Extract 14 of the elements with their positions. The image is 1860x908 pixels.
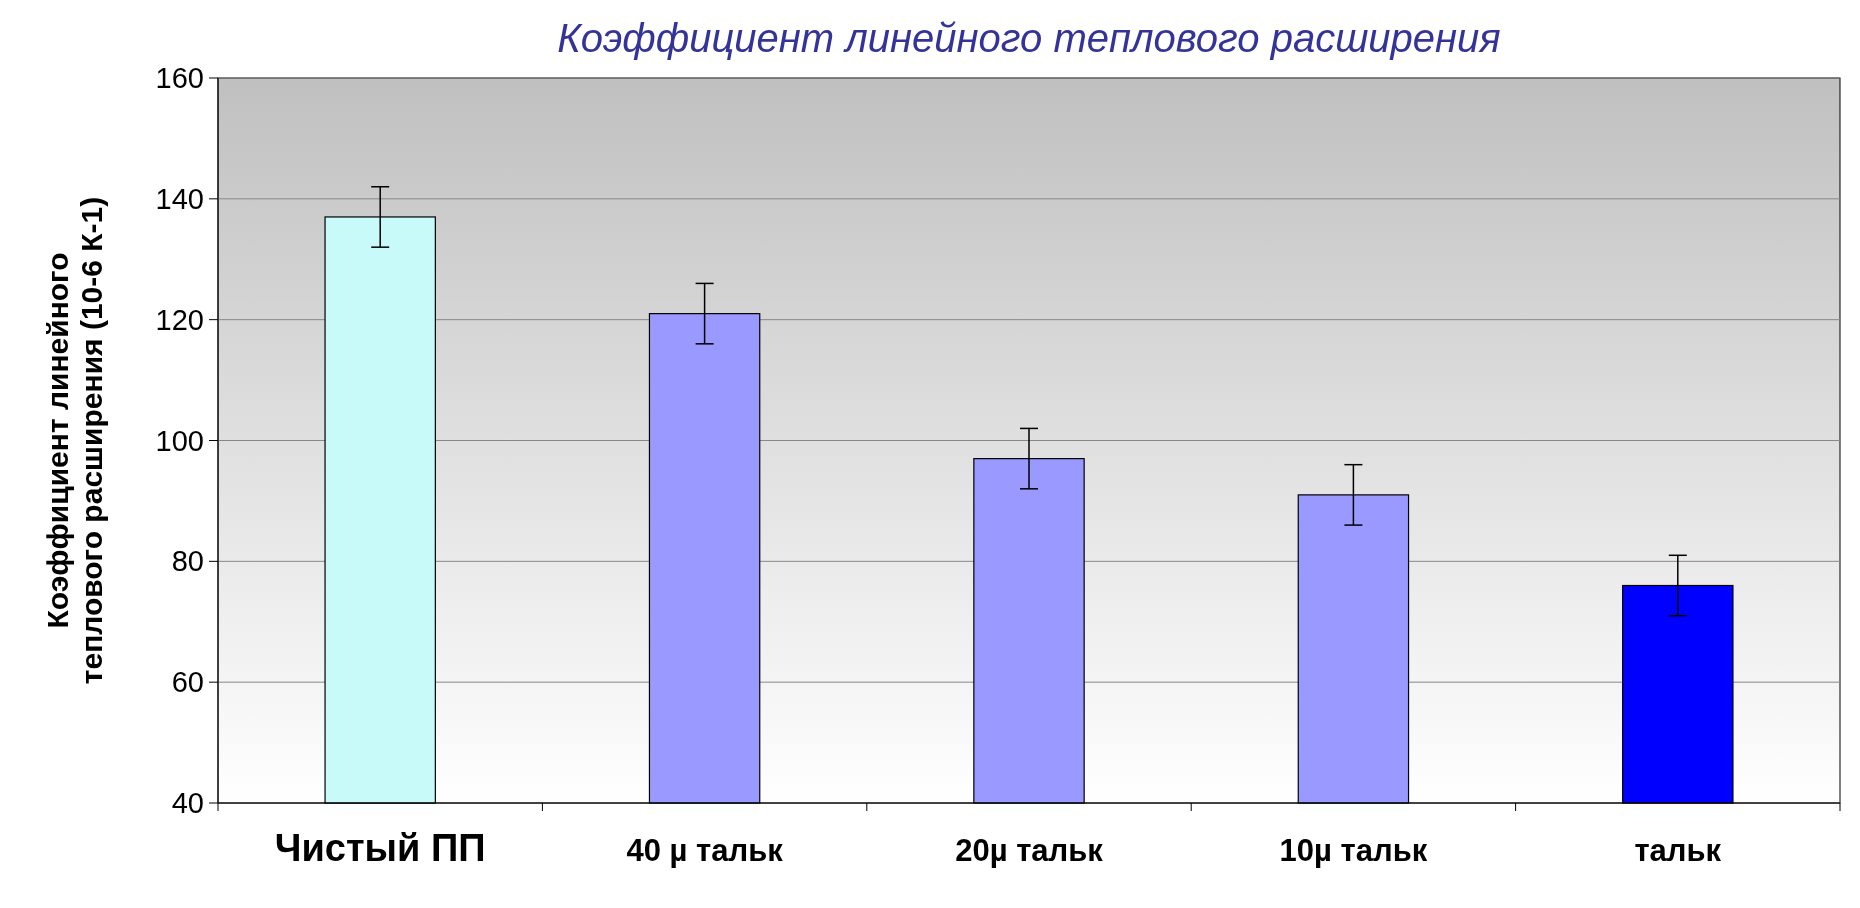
y-tick-label: 40 (171, 787, 204, 820)
y-tick-label: 120 (155, 303, 204, 336)
y-axis-title: Коэффициент линейного теплового расширения (10-6 К-1) (41, 196, 108, 685)
chart-title: Коэффициент линейного теплового расширения (557, 16, 1501, 60)
y-tick-label: 160 (155, 62, 204, 95)
y-tick-label: 80 (171, 545, 204, 578)
x-tick-label: 10µ тальк (1279, 833, 1428, 868)
x-tick-label: Чистый ПП (274, 827, 486, 869)
y-tick-label: 140 (155, 182, 204, 215)
y-tick-label: 100 (155, 424, 204, 457)
y-tick-label: 60 (171, 666, 204, 699)
x-tick-label: 20µ тальк (955, 833, 1104, 868)
x-tick-label: тальк (1634, 833, 1722, 868)
x-tick-label: 40 µ тальк (626, 833, 784, 868)
